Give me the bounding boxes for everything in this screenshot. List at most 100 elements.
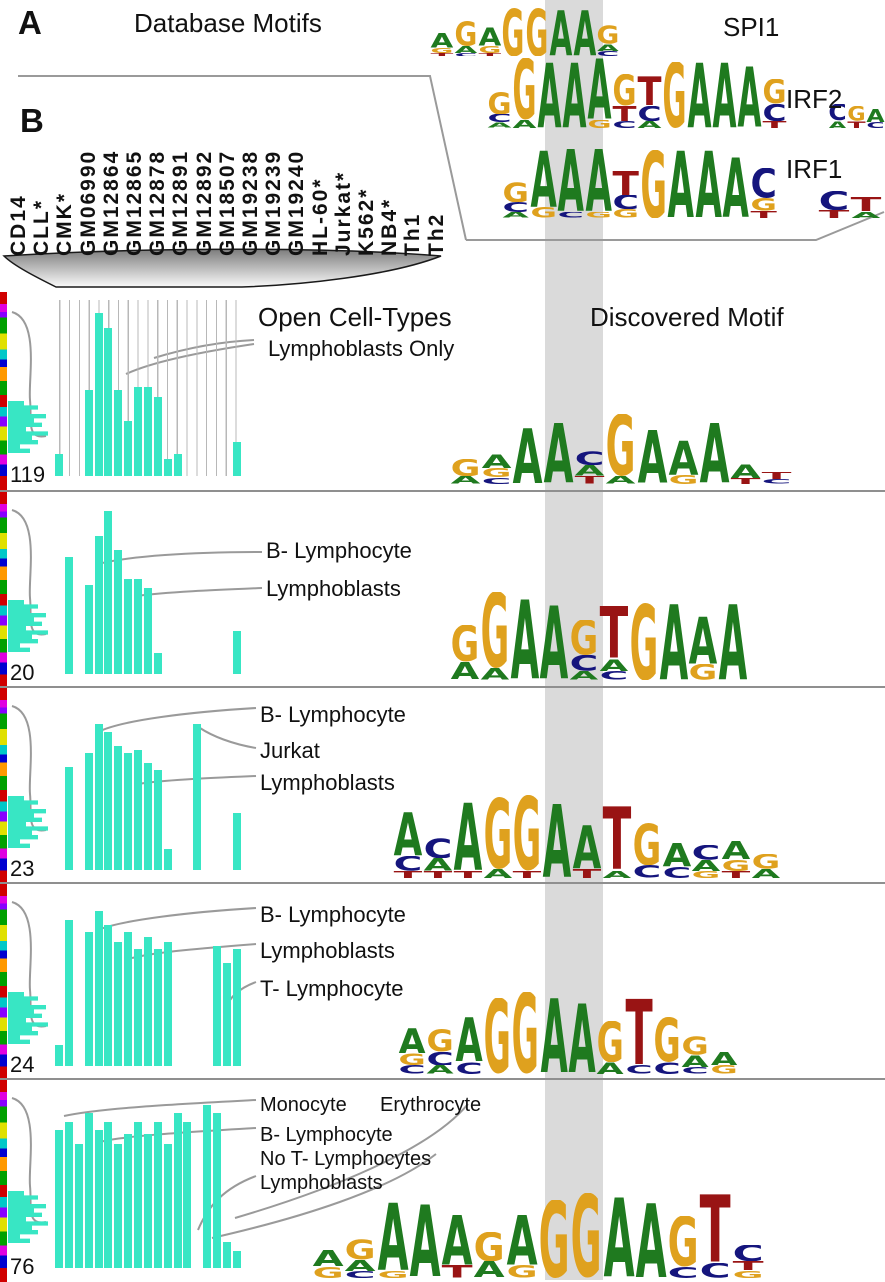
svg-text:A: A [668,440,698,475]
logo-letter-A: A [394,812,423,856]
svg-text:G: G [502,8,525,57]
logo-letter-A: A [713,62,737,129]
svg-text:G: G [606,414,636,476]
svg-text:G: G [752,854,781,869]
svg-text:A: A [549,10,572,56]
svg-text:A: A [544,423,574,484]
logo-letter-T: T [613,106,637,121]
logo-letter-A: A [488,122,512,128]
bar [163,849,172,870]
bar [94,723,103,870]
svg-text:G: G [613,209,639,218]
logo-letter-C: C [600,671,629,680]
logo-letter-A: A [563,62,587,129]
logo-letter-C: C [692,845,721,860]
svg-text:A: A [573,10,596,56]
bar [84,1113,93,1268]
svg-text:A: A [597,44,620,52]
annotation: No T- Lymphocytes [260,1148,432,1170]
svg-text:C: C [613,121,637,128]
svg-text:C: C [750,168,776,198]
svg-text:A: A [635,1203,666,1278]
bar [114,390,123,476]
logo-letter-C: C [819,191,850,210]
cell-type-label: GM19240 [285,149,309,256]
logo-letter-C: C [570,655,599,671]
svg-text:G: G [668,475,698,484]
logo-letter-G: G [512,992,539,1074]
logo-letter-A: A [662,843,691,867]
svg-text:C: C [455,1062,482,1074]
svg-text:C: C [345,1271,376,1278]
bar [84,584,93,674]
svg-text:T: T [478,53,501,57]
logo-letter-A: A [668,150,695,218]
site-count: 20 [10,660,35,685]
svg-text:A: A [543,803,572,878]
site-count: 23 [10,856,35,881]
svg-text:T: T [700,1194,731,1263]
site-count: 24 [10,1052,35,1077]
svg-text:A: A [530,150,557,208]
logo-letter-A: A [538,62,562,129]
bar [84,390,93,476]
mini-histogram [8,400,48,453]
bar [104,1121,113,1268]
logo-letter-T: T [430,53,453,57]
logo-letter-T: T [750,211,777,218]
svg-text:A: A [723,157,749,218]
bar [55,1045,63,1066]
svg-text:A: A [722,841,751,859]
svg-text:T: T [722,871,751,878]
logo-letter-A: A [423,858,452,871]
svg-text:A: A [558,149,584,212]
logo-letter-T: T [394,871,423,878]
svg-text:T: T [750,211,777,218]
logo-letter-G: G [750,198,776,211]
logo-letter-G: G [763,79,787,104]
annotation: B- Lymphocyte [260,902,406,927]
logo-letter-A: A [752,869,781,878]
logo-letter-A: A [510,599,539,680]
cell-type-label: CLL* [30,199,54,256]
logo-letter-A: A [682,1055,710,1067]
bar [64,766,73,870]
logo-letter-A: A [597,1062,625,1074]
svg-text:G: G [689,664,718,680]
logo-letter-T: T [763,121,787,128]
svg-text:T: T [819,210,850,218]
svg-text:G: G [763,79,787,104]
mini-histogram [8,795,48,848]
logo-letter-G: G [613,74,637,106]
logo-letter-A: A [430,33,453,48]
svg-text:A: A [688,62,712,129]
svg-text:A: A [710,1052,737,1066]
cluster-color-strip [0,492,7,688]
svg-text:T: T [430,53,453,57]
cell-type-label: GM19239 [262,149,286,256]
svg-text:G: G [640,150,666,218]
logo-letter-C: C [488,114,512,122]
logo-letter-A: A [474,1261,506,1278]
logo-letter-G: G [313,1267,344,1278]
logo-letter-A: A [710,1052,737,1066]
svg-text:C: C [454,53,477,57]
svg-text:C: C [866,122,884,128]
logo-letter-C: C [455,1062,482,1074]
svg-text:G: G [663,62,687,129]
bar [153,396,162,476]
annotation: B- Lymphocyte [266,538,412,563]
logo-letter-A: A [313,1250,345,1267]
cell-type-label: GM12865 [123,149,146,256]
svg-text:A: A [692,860,721,871]
mini-histogram [8,991,48,1044]
svg-text:A: A [570,671,599,680]
mini-histogram [8,1191,48,1244]
svg-text:A: A [597,1062,625,1074]
svg-text:T: T [730,478,760,484]
bar [163,458,172,476]
svg-text:A: A [540,605,569,680]
